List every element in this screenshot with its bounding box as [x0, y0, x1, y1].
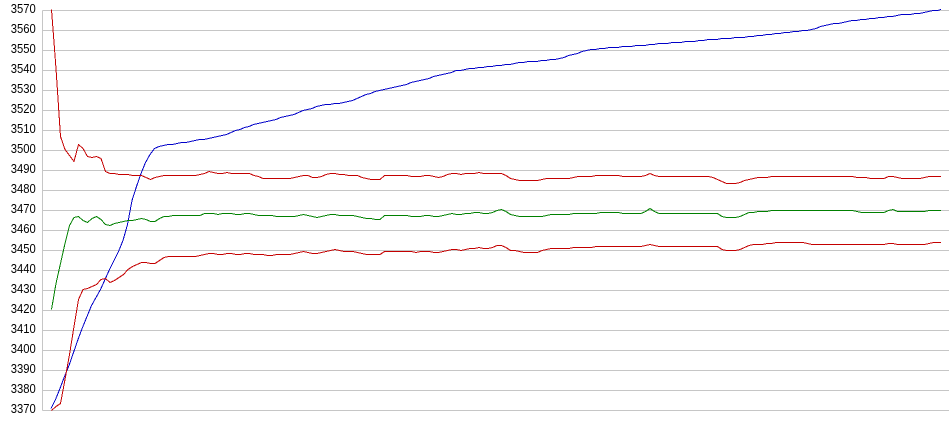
svg-text:3540: 3540 — [11, 61, 36, 76]
svg-text:3520: 3520 — [11, 101, 36, 116]
svg-text:3550: 3550 — [11, 41, 36, 56]
svg-text:3430: 3430 — [11, 281, 36, 296]
svg-text:3420: 3420 — [11, 301, 36, 316]
svg-text:3490: 3490 — [11, 161, 36, 176]
svg-text:3460: 3460 — [11, 221, 36, 236]
svg-text:3500: 3500 — [11, 141, 36, 156]
svg-text:3510: 3510 — [11, 121, 36, 136]
svg-text:3390: 3390 — [11, 361, 36, 376]
svg-text:3410: 3410 — [11, 321, 36, 336]
svg-text:3380: 3380 — [11, 381, 36, 396]
svg-text:3560: 3560 — [11, 21, 36, 36]
svg-text:3370: 3370 — [11, 401, 36, 416]
svg-text:3400: 3400 — [11, 341, 36, 356]
svg-text:3440: 3440 — [11, 261, 36, 276]
svg-text:3570: 3570 — [11, 1, 36, 16]
svg-text:3470: 3470 — [11, 201, 36, 216]
svg-text:3450: 3450 — [11, 241, 36, 256]
svg-text:3530: 3530 — [11, 81, 36, 96]
svg-text:3480: 3480 — [11, 181, 36, 196]
